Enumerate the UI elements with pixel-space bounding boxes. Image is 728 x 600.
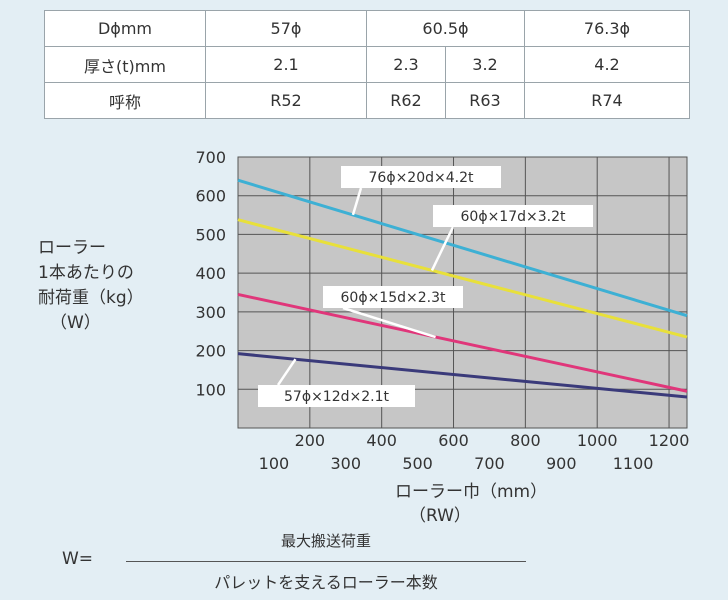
table-row: Dϕmm 57ϕ 60.5ϕ 76.3ϕ bbox=[44, 10, 690, 47]
thickness-57-cell: 2.1 bbox=[205, 46, 367, 83]
y-tick-label: 100 bbox=[195, 380, 226, 399]
y-axis-label-line: 耐荷重（kg） bbox=[38, 288, 144, 308]
header-57-cell: 57ϕ bbox=[205, 10, 367, 47]
y-tick-label: 700 bbox=[195, 148, 226, 167]
callout-label: 60ϕ×17d×3.2t bbox=[461, 209, 566, 225]
header-605-cell: 60.5ϕ bbox=[366, 10, 525, 47]
x-tick-label-top: 200 bbox=[295, 431, 326, 450]
y-tick-label: 200 bbox=[195, 342, 226, 361]
y-axis-label-line: ローラー bbox=[38, 238, 106, 258]
callout-box bbox=[341, 166, 501, 188]
formula-fraction-bar bbox=[126, 561, 526, 562]
x-tick-label-top: 400 bbox=[366, 431, 397, 450]
callout-label: 60ϕ×15d×2.3t bbox=[341, 290, 446, 306]
designation-label-cell: 呼称 bbox=[44, 82, 206, 119]
callout-box bbox=[258, 385, 415, 407]
callout-box bbox=[433, 205, 593, 227]
y-tick-label: 500 bbox=[195, 225, 226, 244]
designation-763-cell: R74 bbox=[524, 82, 690, 119]
series-line bbox=[237, 352, 688, 399]
designation-605b-cell: R63 bbox=[445, 82, 525, 119]
y-axis-label: ローラー 1本あたりの 耐荷重（kg） （W） bbox=[38, 236, 144, 336]
x-tick-label-bottom: 300 bbox=[330, 454, 361, 473]
series-line bbox=[237, 292, 688, 393]
y-tick-label: 300 bbox=[195, 303, 226, 322]
y-axis-label-line: （W） bbox=[50, 313, 101, 333]
x-axis-label-line: ローラー巾（mm） bbox=[395, 482, 548, 502]
thickness-605a-cell: 2.3 bbox=[366, 46, 446, 83]
designation-57-cell: R52 bbox=[205, 82, 367, 119]
x-tick-label-top: 600 bbox=[438, 431, 469, 450]
spec-table: Dϕmm 57ϕ 60.5ϕ 76.3ϕ 厚さ(t)mm 2.1 2.3 3.2… bbox=[44, 10, 690, 119]
x-tick-label-top: 1000 bbox=[577, 431, 618, 450]
table-row: 呼称 R52 R62 R63 R74 bbox=[44, 82, 690, 119]
x-axis-label: ローラー巾（mm） （RW） bbox=[395, 480, 547, 528]
formula-numerator: 最大搬送荷重 bbox=[280, 532, 371, 550]
callout-box bbox=[323, 286, 463, 308]
callout-leader bbox=[351, 187, 363, 216]
x-axis-label-line: （RW） bbox=[409, 506, 471, 526]
formula-denominator: パレットを支えるローラー本数 bbox=[214, 573, 438, 592]
designation-605a-cell: R62 bbox=[366, 82, 446, 119]
y-axis-label-line: 1本あたりの bbox=[38, 263, 134, 283]
series-line bbox=[237, 178, 688, 318]
x-tick-label-bottom: 700 bbox=[474, 454, 505, 473]
y-tick-label: 600 bbox=[195, 187, 226, 206]
callout-leader bbox=[276, 358, 297, 386]
plot-frame bbox=[237, 156, 688, 429]
thickness-label-cell: 厚さ(t)mm bbox=[44, 46, 206, 83]
formula-lhs: W= bbox=[62, 549, 94, 569]
callout-leader bbox=[430, 226, 455, 271]
series-line bbox=[237, 218, 688, 339]
y-tick-label: 400 bbox=[195, 264, 226, 283]
header-label-cell: Dϕmm bbox=[44, 10, 206, 47]
x-tick-label-top: 1200 bbox=[649, 431, 690, 450]
table-row: 厚さ(t)mm 2.1 2.3 3.2 4.2 bbox=[44, 46, 690, 83]
x-tick-label-top: 800 bbox=[510, 431, 541, 450]
callout-leader bbox=[342, 306, 436, 339]
thickness-763-cell: 4.2 bbox=[524, 46, 690, 83]
x-tick-label-bottom: 100 bbox=[259, 454, 290, 473]
callout-label: 57ϕ×12d×2.1t bbox=[284, 389, 389, 405]
x-tick-label-bottom: 900 bbox=[546, 454, 577, 473]
x-tick-label-bottom: 1100 bbox=[613, 454, 654, 473]
x-tick-label-bottom: 500 bbox=[402, 454, 433, 473]
callout-label: 76ϕ×20d×4.2t bbox=[369, 170, 474, 186]
